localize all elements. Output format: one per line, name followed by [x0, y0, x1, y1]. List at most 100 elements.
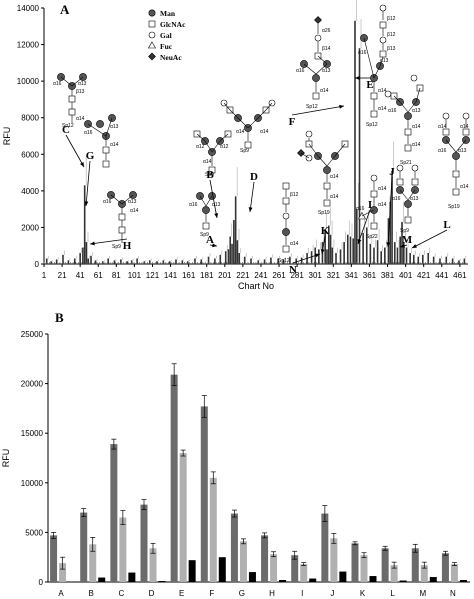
- peak-arrowhead: [90, 241, 95, 246]
- panel-a-bar: [365, 227, 368, 264]
- glycan-linkage-label: α16: [103, 199, 112, 205]
- glycan-bond: [315, 63, 328, 75]
- panel-b-bar: [230, 513, 238, 582]
- panel-a-bar: [156, 261, 158, 264]
- glcnac-residue-icon: [452, 188, 460, 196]
- glcnac-residue-icon: [118, 213, 126, 221]
- glycan-bond: [399, 189, 409, 201]
- panel-a-bar: [445, 256, 448, 264]
- glycan-linkage-label: α13: [78, 81, 87, 87]
- peak-arrow: [249, 181, 255, 213]
- panel-a-y-tick-label: 2000: [21, 223, 39, 232]
- glycan-bond: [363, 37, 375, 79]
- man-residue-icon: [282, 228, 290, 236]
- panel-a-bar: [186, 261, 189, 264]
- panel-b-bar: [110, 444, 118, 582]
- panel-a-bar: [282, 259, 285, 264]
- glcnac-residue-icon: [396, 178, 404, 186]
- panel-b-bar: [89, 544, 97, 582]
- panel-a-x-tick-label: 41: [76, 271, 85, 280]
- glycan-linkage-label: α14: [378, 186, 387, 192]
- panel-a-bar: [403, 242, 405, 264]
- panel-b-bar: [128, 572, 136, 582]
- glycan-bond: [393, 95, 401, 103]
- glcnac-residue-icon: [244, 141, 252, 149]
- glycan-linkage-label: α14: [378, 106, 387, 112]
- panel-b-y-tick-label: 0: [39, 578, 44, 587]
- panel-a-bar: [427, 253, 430, 264]
- panel-a-bar: [326, 249, 328, 264]
- glcnac-residue-icon: [282, 245, 290, 253]
- panel-a-bar: [346, 234, 349, 264]
- panel-a-bar: [200, 259, 203, 264]
- panel-a-bar: [90, 255, 92, 264]
- panel-b-category-label: F: [209, 589, 214, 598]
- glycan-linkage-label: Sp12: [278, 258, 290, 264]
- glycan-linkage-label: α12: [196, 144, 205, 150]
- glycan-linkage-label: α13: [458, 148, 467, 154]
- panel-a-bar: [224, 251, 227, 264]
- glycan-bond: [105, 117, 113, 137]
- glycan-bond: [71, 76, 84, 87]
- panel-b-bar: [218, 557, 226, 582]
- panel-a-bar: [238, 253, 241, 264]
- panel-b-bar: [360, 555, 368, 582]
- panel-b-x-ticks: A B C D E F G H I J K L M N: [58, 589, 456, 598]
- panel-a-bar: [384, 247, 386, 264]
- panel-a-y-tick-label: 0: [35, 260, 40, 269]
- panel-a-bar: [62, 254, 64, 264]
- peak-letter-m: M: [402, 234, 413, 246]
- glycan-bond: [445, 139, 457, 153]
- glcnac-residue-icon: [379, 50, 387, 58]
- peak-arrowhead: [212, 243, 217, 248]
- gal-residue-icon: [282, 212, 290, 220]
- panel-a-bar: [227, 249, 230, 264]
- peak-letter-g: G: [86, 150, 95, 162]
- glycan-linkage-label: α14: [460, 184, 469, 190]
- glycan-linkage-label: α16: [358, 50, 367, 56]
- panel-b-y-tick-label: 15000: [21, 429, 44, 438]
- glycan-linkage-label: Sp9: [205, 172, 214, 178]
- glcnac-residue-icon: [404, 128, 412, 136]
- glycan-bond: [303, 63, 317, 75]
- glycan-linkage-label: β12: [290, 192, 299, 198]
- panel-b-bar: [59, 563, 67, 582]
- panel-a-bar: [376, 240, 379, 264]
- panel-a-x-tick-label: 141: [164, 271, 178, 280]
- glycan-linkage-label: α12: [220, 144, 229, 150]
- glycan-bond: [204, 140, 213, 153]
- gal-residue-icon: [314, 34, 322, 42]
- panel-a-bar: [417, 256, 420, 264]
- panel-b-bar: [119, 517, 127, 582]
- panel-a-y-tick-label: 4000: [21, 187, 39, 196]
- glcnac-residue-icon: [452, 170, 460, 178]
- panel-b-category-label: E: [179, 589, 184, 598]
- glycan-bond: [373, 65, 381, 79]
- glycan-linkage-label: α16: [189, 202, 198, 208]
- peak-arrowhead: [412, 244, 417, 248]
- panel-a-bar: [352, 238, 354, 264]
- glycan-linkage-label: α14: [460, 124, 469, 130]
- panel-a-bar: [401, 221, 403, 264]
- panel-b-category-label: N: [450, 589, 456, 598]
- peak-letter-h: H: [123, 240, 132, 252]
- panel-a-x-tick-label: 441: [435, 271, 449, 280]
- peak-letter-n: N: [289, 264, 297, 276]
- panel-b-bar: [158, 581, 166, 582]
- gal-residue-icon: [396, 164, 404, 172]
- panel-b-label: B: [55, 310, 64, 325]
- glycan-linkage-label: α14: [130, 208, 139, 214]
- panel-a-y-tick-label: 12000: [17, 41, 40, 50]
- glcnac-residue-icon: [370, 222, 378, 230]
- panel-a-bar: [270, 257, 272, 264]
- glcnac-residue-icon: [379, 21, 387, 29]
- panel-a-bar: [107, 258, 109, 264]
- gal-icon: [148, 31, 156, 39]
- panel-a-x-tick-label: 201: [218, 271, 232, 280]
- panel-b-category-label: M: [419, 589, 426, 598]
- man-residue-icon: [312, 74, 320, 82]
- glycan-linkage-label: α13: [410, 196, 419, 202]
- glcnac-residue-icon: [312, 92, 320, 100]
- panel-b-bar: [200, 406, 208, 582]
- panel-a-bar: [396, 247, 399, 264]
